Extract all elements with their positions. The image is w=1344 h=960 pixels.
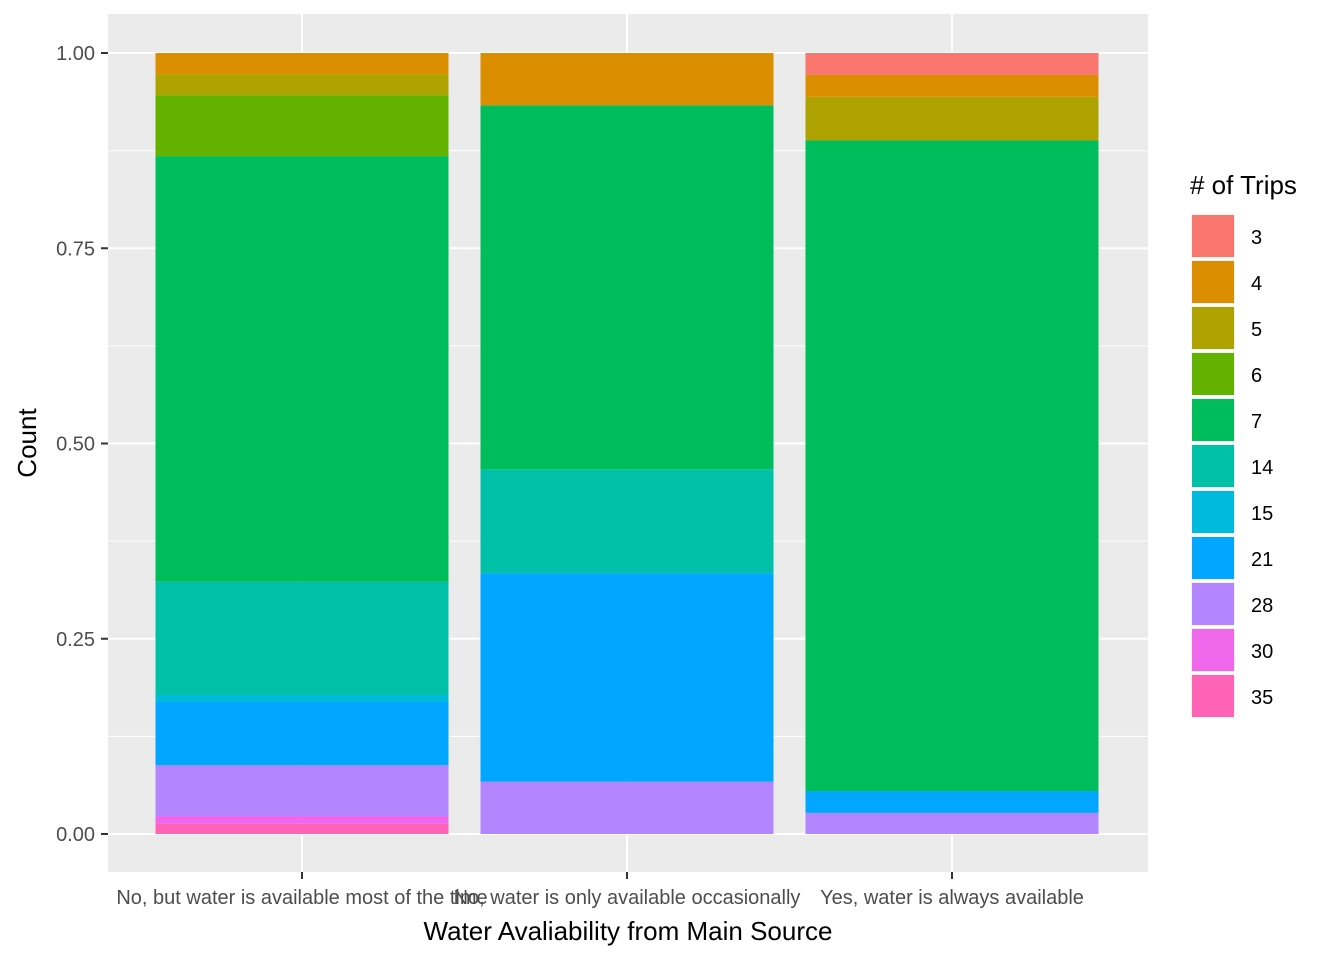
bar-segment-21-trips xyxy=(155,702,449,766)
y-tick-label: 0.50 xyxy=(56,434,95,456)
y-tick-label: 1.00 xyxy=(56,43,95,65)
bar-segment-4-trips xyxy=(805,74,1099,97)
bar-segment-14-trips xyxy=(155,581,449,695)
legend-label: 3 xyxy=(1251,227,1262,249)
y-axis: 0.00 0.25 0.50 0.75 1.00 xyxy=(56,43,108,846)
legend-label: 35 xyxy=(1251,687,1273,709)
legend-swatch-35 xyxy=(1192,675,1234,717)
legend-swatch-30 xyxy=(1192,629,1234,671)
legend-label: 30 xyxy=(1251,641,1273,663)
legend-title: # of Trips xyxy=(1190,170,1297,200)
y-tick-label: 0.75 xyxy=(56,238,95,260)
legend-label: 28 xyxy=(1251,595,1273,617)
y-tick-label: 0.25 xyxy=(56,629,95,651)
bar-segment-7-trips xyxy=(480,105,774,470)
bar-segment-15-trips xyxy=(155,694,449,703)
bar-segment-7-trips xyxy=(805,140,1099,792)
bar-segment-5-trips xyxy=(155,74,449,96)
bar-segment-21-trips xyxy=(480,573,774,782)
legend-label: 7 xyxy=(1251,411,1262,433)
legend-swatch-14 xyxy=(1192,445,1234,487)
y-axis-title: Count xyxy=(12,408,42,478)
bar-segment-28-trips xyxy=(155,765,449,817)
legend-swatch-4 xyxy=(1192,261,1234,303)
x-axis-title: Water Avaliability from Main Source xyxy=(424,916,833,946)
bar-segment-28-trips xyxy=(805,812,1099,834)
bar-segment-21-trips xyxy=(805,791,1099,813)
bar-segment-28-trips xyxy=(480,781,774,834)
y-tick-label: 0.00 xyxy=(56,824,95,846)
bar-segment-35-trips xyxy=(155,823,449,834)
bars xyxy=(155,53,1099,834)
legend-swatch-3 xyxy=(1192,215,1234,257)
legend-swatch-5 xyxy=(1192,307,1234,349)
legend-label: 4 xyxy=(1251,273,1262,295)
legend-label: 5 xyxy=(1251,319,1262,341)
legend-swatch-28 xyxy=(1192,583,1234,625)
bar-segment-7-trips xyxy=(155,156,449,582)
x-tick-label: Yes, water is always available xyxy=(820,887,1084,909)
bar-segment-14-trips xyxy=(480,469,774,574)
legend-swatch-21 xyxy=(1192,537,1234,579)
bar-segment-3-trips xyxy=(805,53,1099,75)
bar-segment-6-trips xyxy=(155,95,449,157)
x-axis: No, but water is available most of the t… xyxy=(116,872,1084,909)
legend-label: 14 xyxy=(1251,457,1273,479)
legend-label: 6 xyxy=(1251,365,1262,387)
bar-segment-30-trips xyxy=(155,816,449,824)
x-tick-label: No, but water is available most of the t… xyxy=(116,887,487,909)
bar-segment-4-trips xyxy=(480,53,774,106)
legend-label: 15 xyxy=(1251,503,1273,525)
legend-swatch-6 xyxy=(1192,353,1234,395)
legend-label: 21 xyxy=(1251,549,1273,571)
legend: 3 4 5 6 7 14 15 21 28 30 35 xyxy=(1191,214,1273,718)
x-tick-label: No, water is only available occasionally xyxy=(454,887,801,909)
bar-segment-4-trips xyxy=(155,53,449,75)
bar-segment-5-trips xyxy=(805,96,1099,141)
legend-swatch-7 xyxy=(1192,399,1234,441)
legend-swatch-15 xyxy=(1192,491,1234,533)
